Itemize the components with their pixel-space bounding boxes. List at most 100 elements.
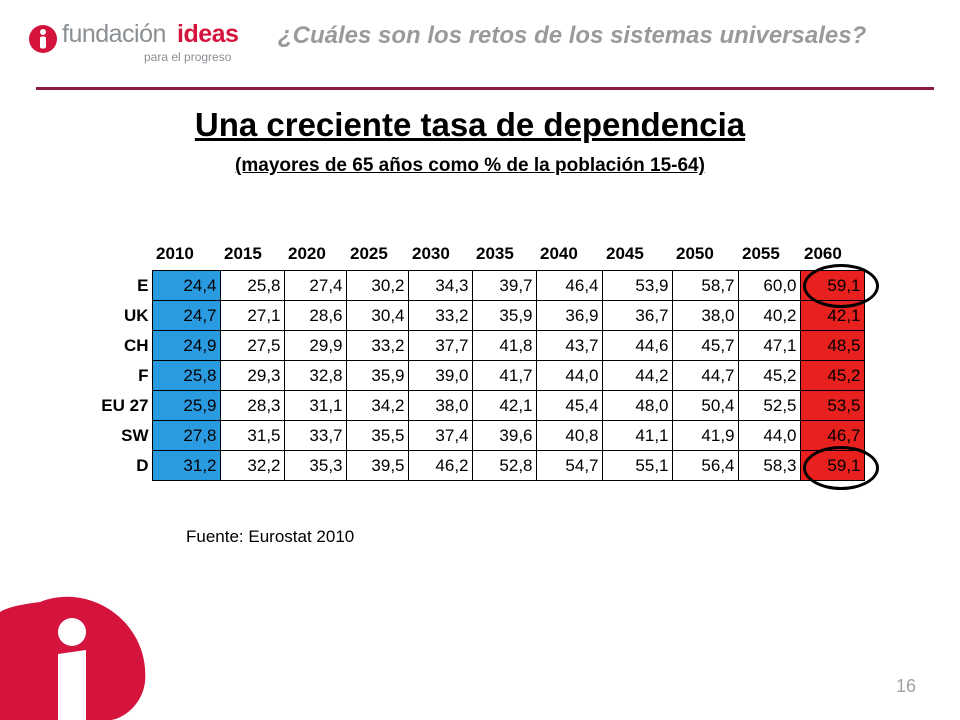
table-cell: 45,2: [737, 360, 801, 391]
table-cell: 41,7: [471, 360, 537, 391]
table-cell: 30,2: [345, 270, 409, 301]
table-cell: 45,4: [535, 390, 603, 421]
table-cell: 60,0: [737, 270, 801, 301]
table-cell: 53,5: [799, 390, 865, 421]
table-cell: 29,3: [219, 360, 285, 391]
slide-title: Una creciente tasa de dependencia: [194, 106, 746, 143]
table-cell: 44,6: [601, 330, 673, 361]
slide-subtitle: (mayores de 65 años como % de la poblaci…: [235, 155, 705, 176]
table-cell: 35,3: [283, 450, 347, 481]
year-header-2010: 2010: [156, 244, 194, 263]
table-cell: 55,1: [601, 450, 673, 481]
table-cell: 44,7: [671, 360, 739, 391]
row-label: D: [136, 455, 149, 475]
highlight-circle-e: [803, 264, 879, 308]
logo-tagline: para el progreso: [144, 50, 232, 64]
row-label: EU 27: [101, 395, 149, 415]
table-row: E 24,4 25,8 27,4 30,2 34,3 39,7 46,4 53,9 58,7 60,…: [80, 270, 865, 301]
year-header-2040: 2040: [540, 244, 578, 263]
table-cell: 41,9: [671, 420, 739, 451]
year-header-2060: 2060: [804, 244, 842, 263]
table-cell: 41,8: [471, 330, 537, 361]
table-cell: 24,9: [151, 330, 221, 361]
table-cell: 37,4: [407, 420, 473, 451]
header-divider: [36, 87, 934, 90]
row-label: CH: [123, 335, 149, 355]
table-cell: 33,7: [283, 420, 347, 451]
table-cell: 48,0: [601, 390, 673, 421]
table-cell: 28,3: [219, 390, 285, 421]
table-cell: 40,2: [737, 300, 801, 331]
table-cell: 54,7: [535, 450, 603, 481]
table-cell: 52,8: [471, 450, 537, 481]
year-header-2020: 2020: [288, 244, 326, 263]
table-cell: 27,4: [283, 270, 347, 301]
table-cell: 29,9: [283, 330, 347, 361]
table-cell: 58,3: [737, 450, 801, 481]
page-number: 16: [896, 676, 917, 696]
dependency-ratio-table: E 24,4 25,8 27,4 30,2 34,3 39,7 46,4 53,9 58,7 60,…: [80, 270, 865, 481]
table-cell: 39,5: [345, 450, 409, 481]
table-cell: 44,2: [601, 360, 673, 391]
table-cell: 58,7: [671, 270, 739, 301]
table-cell: 34,3: [407, 270, 473, 301]
table-cell: 38,0: [407, 390, 473, 421]
decorative-i-icon: [0, 596, 146, 720]
table-cell: 35,5: [345, 420, 409, 451]
table-cell: 32,2: [219, 450, 285, 481]
table-cell: 36,7: [601, 300, 673, 331]
table-cell: 45,2: [799, 360, 865, 391]
table-cell: 27,8: [151, 420, 221, 451]
table-cell: 39,0: [407, 360, 473, 391]
table-cell: 46,2: [407, 450, 473, 481]
table-cell: 36,9: [535, 300, 603, 331]
year-header-2015: 2015: [224, 244, 262, 263]
year-header-2030: 2030: [412, 244, 450, 263]
fundacion-ideas-logo: fundación ideas para el progreso: [28, 20, 239, 64]
table-cell: 31,1: [283, 390, 347, 421]
table-row: D 31,2 32,2 35,3 39,5 46,2 52,8 54,7 55,1 56,4 58,…: [80, 450, 865, 481]
table-cell: 44,0: [737, 420, 801, 451]
table-cell: 27,1: [219, 300, 285, 331]
table-cell: 25,8: [151, 360, 221, 391]
table-cell: 28,6: [283, 300, 347, 331]
logo-word-fundacion: fundación: [62, 20, 166, 48]
table-cell: 38,0: [671, 300, 739, 331]
row-label: F: [138, 365, 149, 385]
source-note: Fuente: Eurostat 2010: [186, 527, 355, 546]
logo-i-icon: [29, 25, 57, 53]
row-label: UK: [123, 305, 149, 325]
highlight-circle-d: [803, 446, 879, 490]
year-header-2050: 2050: [676, 244, 714, 263]
table-cell: 41,1: [601, 420, 673, 451]
table-cell: 35,9: [471, 300, 537, 331]
table-cell: 33,2: [345, 330, 409, 361]
year-header-2035: 2035: [476, 244, 514, 263]
table-cell: 24,4: [151, 270, 221, 301]
table-cell: 46,4: [535, 270, 603, 301]
table-cell: 27,5: [219, 330, 285, 361]
table-cell: 35,9: [345, 360, 409, 391]
table-cell: 31,5: [219, 420, 285, 451]
table-cell: 44,0: [535, 360, 603, 391]
table-cell: 52,5: [737, 390, 801, 421]
year-header-2045: 2045: [606, 244, 644, 263]
row-label: E: [137, 275, 149, 295]
table-row: F 25,8 29,3 32,8 35,9 39,0 41,7 44,0 44,2 44,7 45,…: [80, 360, 865, 391]
table-cell: 34,2: [345, 390, 409, 421]
table-cell: 39,6: [471, 420, 537, 451]
table-cell: 39,7: [471, 270, 537, 301]
table-cell: 25,8: [219, 270, 285, 301]
logo-word-ideas: ideas: [177, 20, 239, 48]
table-cell: 47,1: [737, 330, 801, 361]
table-cell: 53,9: [601, 270, 673, 301]
table-cell: 42,1: [471, 390, 537, 421]
table-cell: 50,4: [671, 390, 739, 421]
table-row: UK 24,7 27,1 28,6 30,4 33,2 35,9 36,9 36,7 38,0 40…: [80, 300, 865, 331]
table-row: EU 27 25,9 28,3 31,1 34,2 38,0 42,1 45,4 48,0 50,…: [80, 390, 865, 421]
table-cell: 43,7: [535, 330, 603, 361]
table-cell: 48,5: [799, 330, 865, 361]
row-label: SW: [121, 425, 149, 445]
table-cell: 56,4: [671, 450, 739, 481]
table-cell: 33,2: [407, 300, 473, 331]
